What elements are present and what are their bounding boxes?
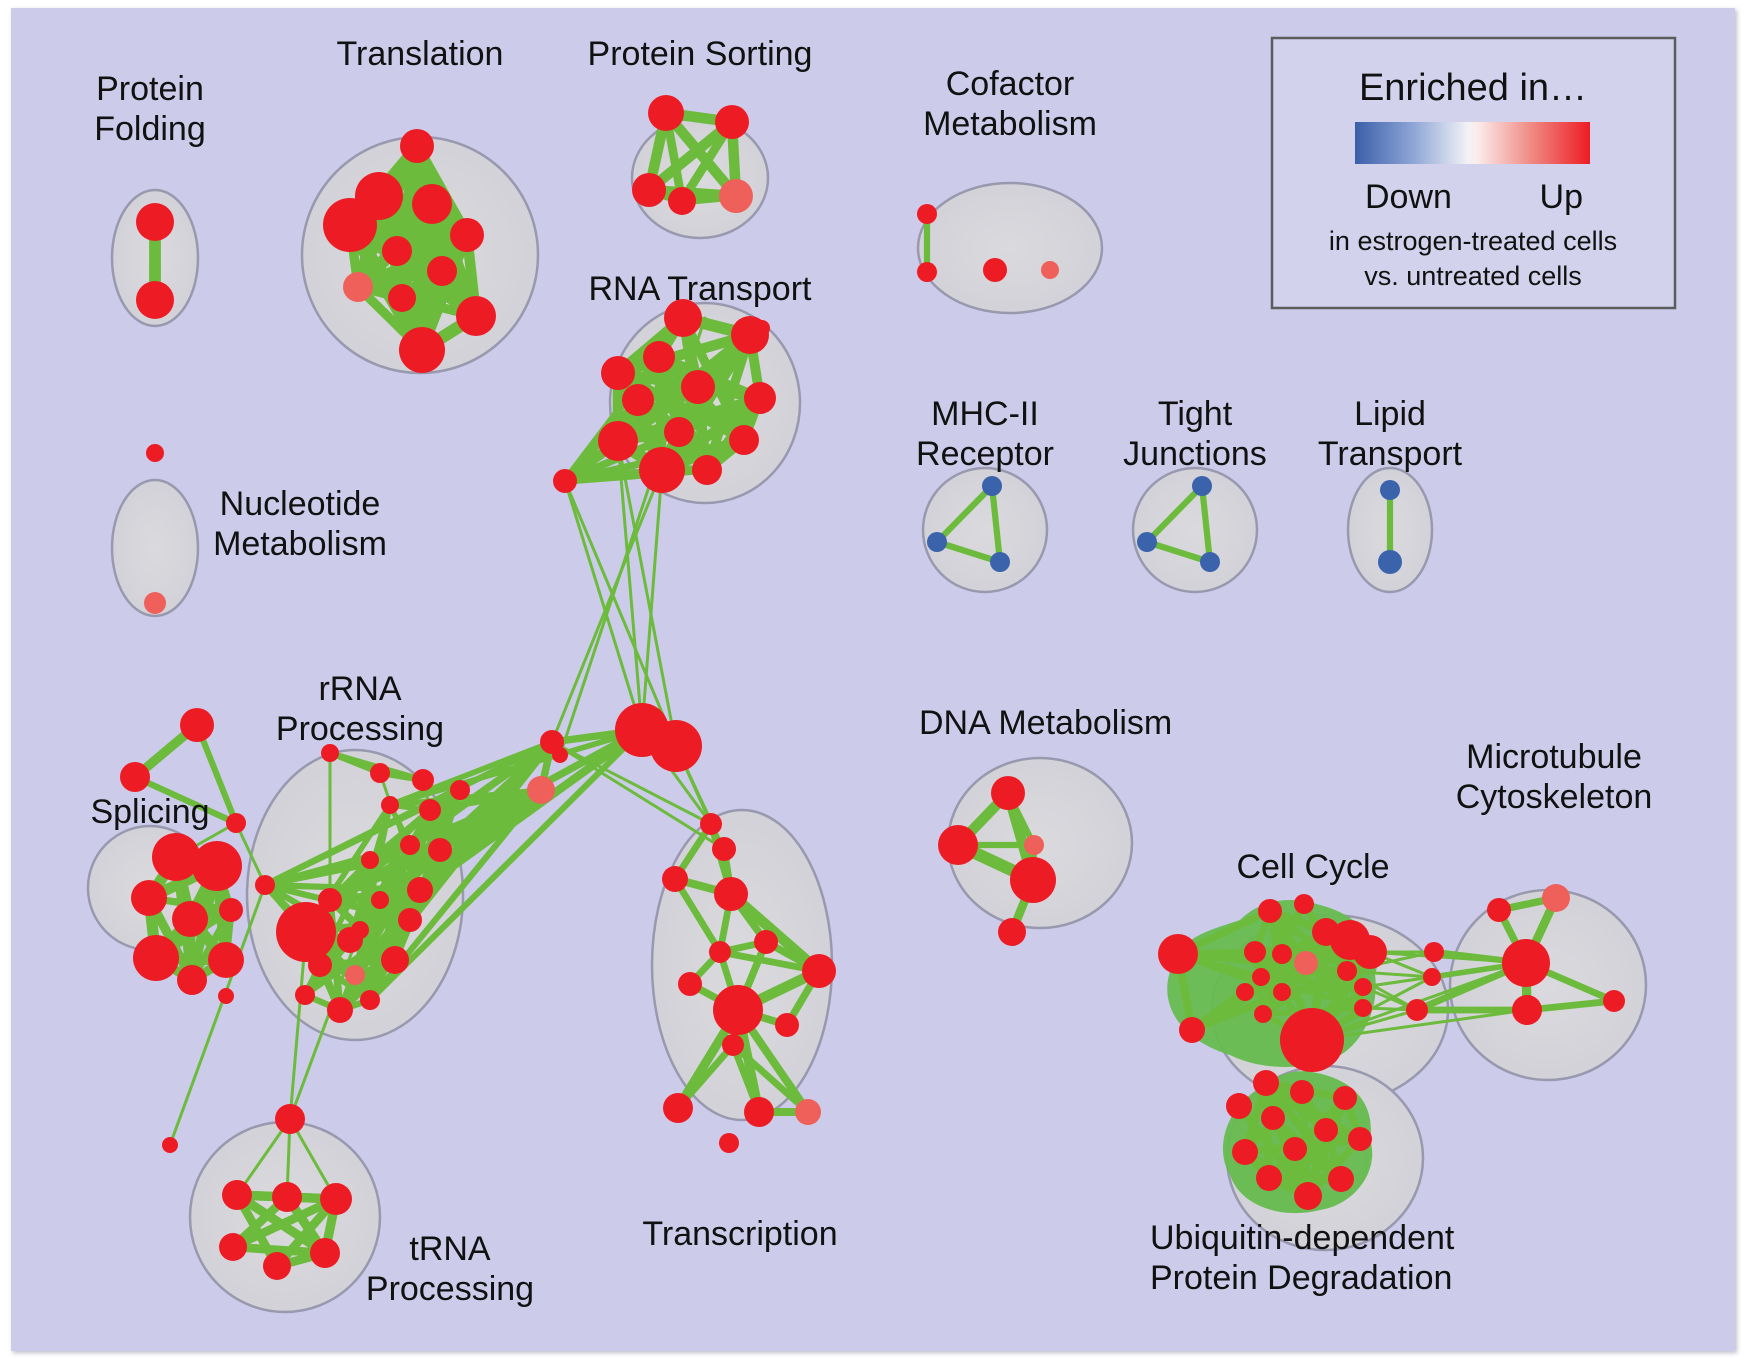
svg-text:Junctions: Junctions	[1123, 435, 1267, 473]
svg-text:Cell Cycle: Cell Cycle	[1236, 848, 1389, 886]
svg-text:Folding: Folding	[94, 110, 206, 148]
svg-text:Metabolism: Metabolism	[213, 525, 387, 563]
svg-text:Splicing: Splicing	[90, 793, 209, 831]
svg-text:Transcription: Transcription	[642, 1215, 837, 1253]
svg-text:DNA Metabolism: DNA Metabolism	[919, 704, 1172, 742]
svg-text:Processing: Processing	[366, 1270, 534, 1308]
svg-text:Translation: Translation	[337, 35, 504, 73]
svg-text:tRNA: tRNA	[409, 1230, 491, 1268]
svg-text:Cytoskeleton: Cytoskeleton	[1456, 778, 1653, 816]
svg-text:MHC-II: MHC-II	[931, 395, 1039, 433]
svg-text:Metabolism: Metabolism	[923, 105, 1097, 143]
svg-text:Processing: Processing	[276, 710, 444, 748]
svg-text:vs. untreated cells: vs. untreated cells	[1364, 261, 1582, 291]
svg-text:Down: Down	[1365, 178, 1452, 216]
svg-text:Cofactor: Cofactor	[946, 65, 1075, 103]
svg-text:Ubiquitin-dependent: Ubiquitin-dependent	[1150, 1219, 1455, 1257]
svg-text:Microtubule: Microtubule	[1466, 738, 1642, 776]
svg-text:rRNA: rRNA	[318, 670, 401, 708]
svg-text:Enriched in…: Enriched in…	[1359, 67, 1587, 109]
svg-text:Nucleotide: Nucleotide	[220, 485, 381, 523]
svg-text:Protein Sorting: Protein Sorting	[588, 35, 813, 73]
svg-text:Up: Up	[1540, 178, 1583, 216]
svg-text:in estrogen-treated cells: in estrogen-treated cells	[1329, 226, 1617, 256]
svg-text:RNA Transport: RNA Transport	[589, 270, 813, 308]
svg-text:Receptor: Receptor	[916, 435, 1054, 473]
svg-text:Protein Degradation: Protein Degradation	[1150, 1259, 1452, 1297]
svg-text:Tight: Tight	[1158, 395, 1233, 433]
svg-text:Protein: Protein	[96, 70, 204, 108]
svg-text:Lipid: Lipid	[1354, 395, 1426, 433]
svg-text:Transport: Transport	[1318, 435, 1463, 473]
